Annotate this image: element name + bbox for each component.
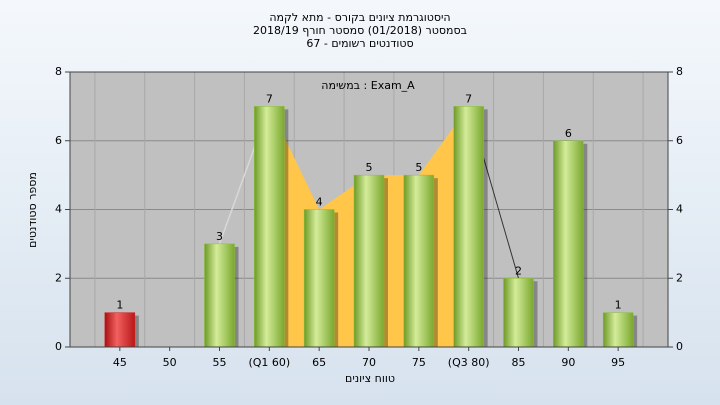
bar xyxy=(403,174,435,348)
bar xyxy=(553,140,584,348)
x-tick-label: 45 xyxy=(113,356,127,369)
annotation: במשימה : Exam_A xyxy=(321,79,415,92)
value-label: 7 xyxy=(266,92,273,105)
value-label: 3 xyxy=(216,230,223,243)
x-tick-label: 90 xyxy=(561,356,575,369)
title-line: סטודנטים רשומים - 67 xyxy=(306,37,413,50)
x-tick-label: 85 xyxy=(512,356,526,369)
value-label: 2 xyxy=(515,264,522,277)
value-label: 1 xyxy=(615,299,622,312)
bar xyxy=(303,209,335,348)
x-tick-label: 50 xyxy=(163,356,177,369)
value-label: 5 xyxy=(415,161,422,174)
y2-tick-label: 0 xyxy=(676,340,683,353)
y-tick-label: 0 xyxy=(55,340,62,353)
x-tick-label: 65 xyxy=(312,356,326,369)
bar xyxy=(104,312,136,348)
value-label: 1 xyxy=(116,299,123,312)
bar xyxy=(453,106,484,348)
bar xyxy=(204,243,235,348)
x-axis-label: טווח ציונים xyxy=(345,372,395,385)
title-line: היסטוגרמת ציונים בקורס - מתא לקמה xyxy=(269,11,450,24)
x-tick-label: (Q1 60) xyxy=(248,356,290,369)
x-tick-label: 75 xyxy=(412,356,426,369)
y2-tick-label: 2 xyxy=(676,271,683,284)
y-tick-label: 4 xyxy=(55,203,62,216)
y2-tick-label: 4 xyxy=(676,203,683,216)
value-label: 4 xyxy=(316,196,323,209)
y-axis-label: מספר סטודנטים xyxy=(26,172,39,248)
value-label: 6 xyxy=(565,127,572,140)
plot-border xyxy=(69,71,669,348)
bar xyxy=(503,278,534,348)
y2-tick-label: 8 xyxy=(676,65,683,78)
value-label: 5 xyxy=(366,161,373,174)
plot: 0 0 2 2 4 4 6 6 8 8 1 45 50 3 55 7 (Q1 60) 4 65 5 70 5 75 7 (Q3 … xyxy=(55,65,683,369)
bar xyxy=(254,106,285,348)
value-label: 7 xyxy=(465,92,472,105)
bar xyxy=(353,174,385,348)
title-line: בסמסטר (01/2018) סמסטר חורף 2018/19 xyxy=(253,24,467,37)
bar xyxy=(602,312,634,348)
y-tick-label: 2 xyxy=(55,271,62,284)
x-tick-label: 55 xyxy=(213,356,227,369)
y-tick-label: 8 xyxy=(55,65,62,78)
x-tick-label: (Q3 80) xyxy=(448,356,490,369)
x-tick-label: 70 xyxy=(362,356,376,369)
y-tick-label: 6 xyxy=(55,134,62,147)
y2-tick-label: 6 xyxy=(676,134,683,147)
x-tick-label: 95 xyxy=(611,356,625,369)
